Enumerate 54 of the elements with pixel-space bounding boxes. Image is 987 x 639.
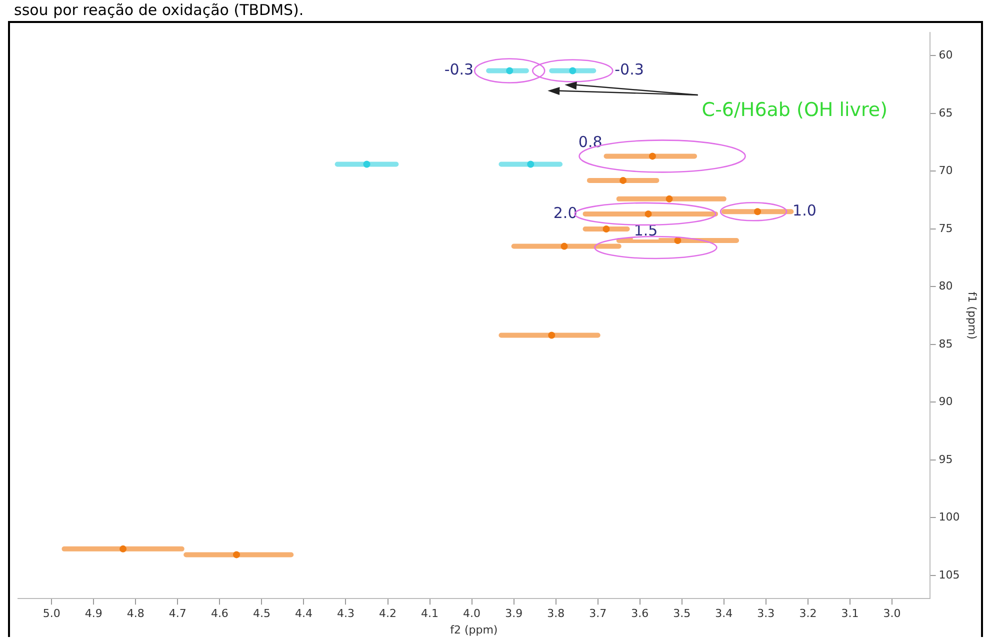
y-tick-label: 75 — [938, 222, 953, 235]
point — [527, 160, 534, 168]
x-tick-label: 3.9 — [505, 607, 523, 620]
point — [754, 208, 762, 216]
y-tick-label: 90 — [938, 395, 953, 408]
x-tick-label: 3.1 — [841, 607, 859, 620]
x-tick-label: 4.2 — [379, 607, 397, 620]
point — [602, 225, 610, 232]
x-tick-label: 4.9 — [84, 607, 102, 620]
x-tick-label: 3.4 — [715, 607, 733, 620]
x-tick-label: 4.7 — [168, 607, 186, 620]
annotation: -0.3 — [444, 60, 474, 79]
y-tick-label: 95 — [938, 452, 953, 466]
point — [644, 210, 652, 218]
x-tick-label: 4.8 — [126, 607, 144, 620]
x-tick-label: 3.2 — [799, 607, 817, 620]
annotation: 1.0 — [792, 202, 816, 220]
x-tick-label: 3.8 — [547, 607, 565, 620]
point — [506, 67, 514, 74]
y-tick-label: 85 — [938, 337, 953, 350]
point — [560, 242, 568, 250]
annotation: 2.0 — [553, 204, 578, 222]
point — [120, 545, 127, 552]
x-tick-label: 5.0 — [42, 607, 60, 620]
y-tick-label: 80 — [938, 280, 953, 293]
x-axis-title: f2 (ppm) — [450, 623, 498, 636]
x-tick-label: 3.5 — [673, 607, 691, 620]
point — [648, 152, 656, 160]
x-tick-label: 3.3 — [757, 607, 775, 620]
point — [674, 237, 682, 244]
annotation: C-6/H6ab (OH livre) — [702, 98, 888, 121]
chart-title: ssou por reação de oxidação (TBDMS). — [14, 0, 304, 20]
point — [569, 67, 576, 74]
point — [620, 176, 627, 184]
y-tick-label: 105 — [938, 568, 960, 582]
y-axis-title: f1 (ppm) — [966, 292, 979, 340]
x-tick-label: 4.5 — [252, 607, 270, 620]
x-tick-label: 4.6 — [210, 607, 228, 620]
x-tick-label: 4.1 — [421, 607, 439, 620]
y-tick-label: 70 — [938, 164, 953, 178]
y-tick-label: 100 — [938, 510, 960, 524]
point — [666, 195, 673, 202]
point — [363, 160, 370, 168]
x-tick-label: 3.6 — [631, 607, 649, 620]
y-tick-label: 65 — [938, 106, 953, 120]
point — [232, 551, 240, 558]
y-tick-label: 60 — [938, 48, 953, 62]
point — [548, 332, 556, 339]
x-tick-label: 3.7 — [589, 607, 607, 620]
x-tick-label: 4.0 — [463, 607, 481, 620]
x-tick-label: 4.4 — [294, 607, 312, 620]
annotation: -0.3 — [614, 60, 644, 79]
x-tick-label: 4.3 — [336, 607, 354, 620]
x-tick-label: 3.0 — [883, 607, 901, 620]
